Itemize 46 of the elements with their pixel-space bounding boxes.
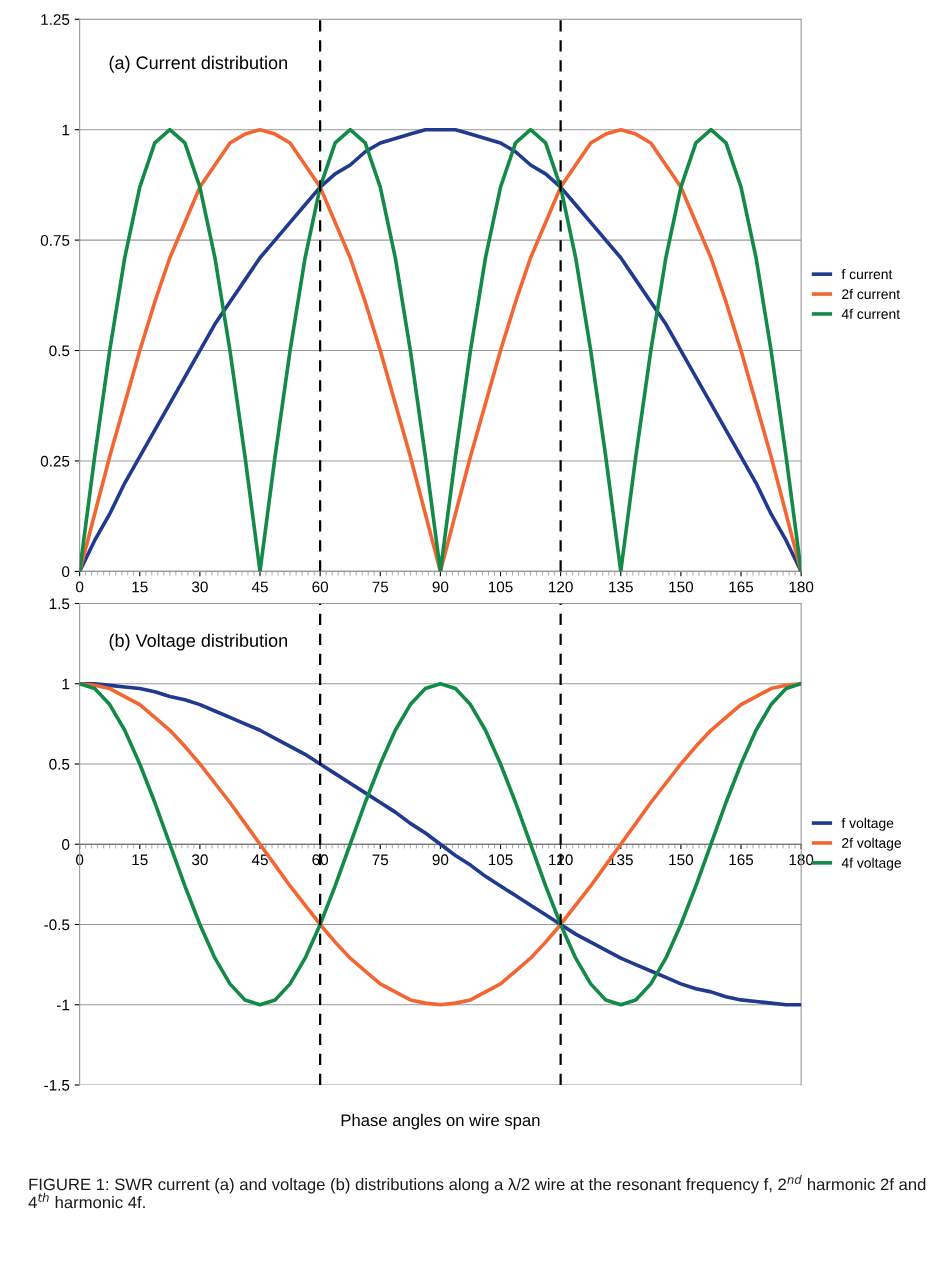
y-tick-label: 1 <box>62 124 70 136</box>
legend-label: 2f voltage <box>842 837 902 851</box>
y-tick-label: 1.25 <box>41 14 70 25</box>
legend-label: f voltage <box>841 817 894 831</box>
x-tick-label: 105 <box>488 581 513 593</box>
x-tick-label: 45 <box>251 581 268 593</box>
x-tick-label: 15 <box>132 581 148 593</box>
y-tick-label: -1 <box>57 999 70 1011</box>
x-tick-label: 150 <box>669 581 694 593</box>
legend-label: 2f current <box>842 288 900 300</box>
y-tick-label: 0 <box>62 839 70 850</box>
x-tick-label: 165 <box>729 581 754 593</box>
x-tick-label: 180 <box>789 581 814 593</box>
y-tick-label: -1.5 <box>44 1080 70 1091</box>
legend-label: f current <box>841 268 893 280</box>
x-tick-label: 90 <box>432 854 449 866</box>
text: (a) Current distribution <box>109 55 287 73</box>
x-tick-label: 135 <box>609 581 633 593</box>
x-tick-label: 60 <box>312 581 329 593</box>
x-tick-label: 15 <box>132 854 148 866</box>
x-tick-label: 180 <box>789 854 814 866</box>
text: FIGURE 1: SWR current (a) and voltage (b) distributions along a λ/2 wire at the resonant frequency f, 2$^{nd}$ harmonic 2f and 4$^{th}$ harmonic 4f. <box>28 1174 926 1209</box>
y-tick-label: 0 <box>62 566 70 578</box>
y-tick-label: 0.25 <box>40 455 70 467</box>
x-tick-label: 90 <box>432 581 449 593</box>
text: (b) Voltage distribution <box>109 633 287 651</box>
x-tick-label: 120 <box>549 581 573 593</box>
x-tick-label: 105 <box>488 854 513 866</box>
x-tick-label: 150 <box>669 854 694 866</box>
x-tick-label: 75 <box>372 854 389 866</box>
x-tick-label: 45 <box>251 854 268 866</box>
x-tick-label: 75 <box>372 581 389 593</box>
y-tick-label: 0.5 <box>49 758 70 770</box>
x-tick-label: 165 <box>729 854 754 866</box>
x-tick-label: 0 <box>75 854 84 866</box>
x-axis-title: Phase angles on wire span <box>341 1113 540 1130</box>
x-tick-label: 30 <box>191 854 208 866</box>
legend-label: 4f voltage <box>841 857 902 871</box>
y-tick-label: 1.5 <box>49 598 70 610</box>
legend-label: 4f current <box>841 308 900 319</box>
x-tick-label: 30 <box>191 581 208 593</box>
y-tick-label: 1 <box>62 678 70 690</box>
y-tick-label: 0.75 <box>40 234 70 246</box>
y-tick-label: 0.5 <box>49 345 70 357</box>
y-tick-label: -0.5 <box>44 919 70 931</box>
x-tick-label: 0 <box>75 581 84 593</box>
